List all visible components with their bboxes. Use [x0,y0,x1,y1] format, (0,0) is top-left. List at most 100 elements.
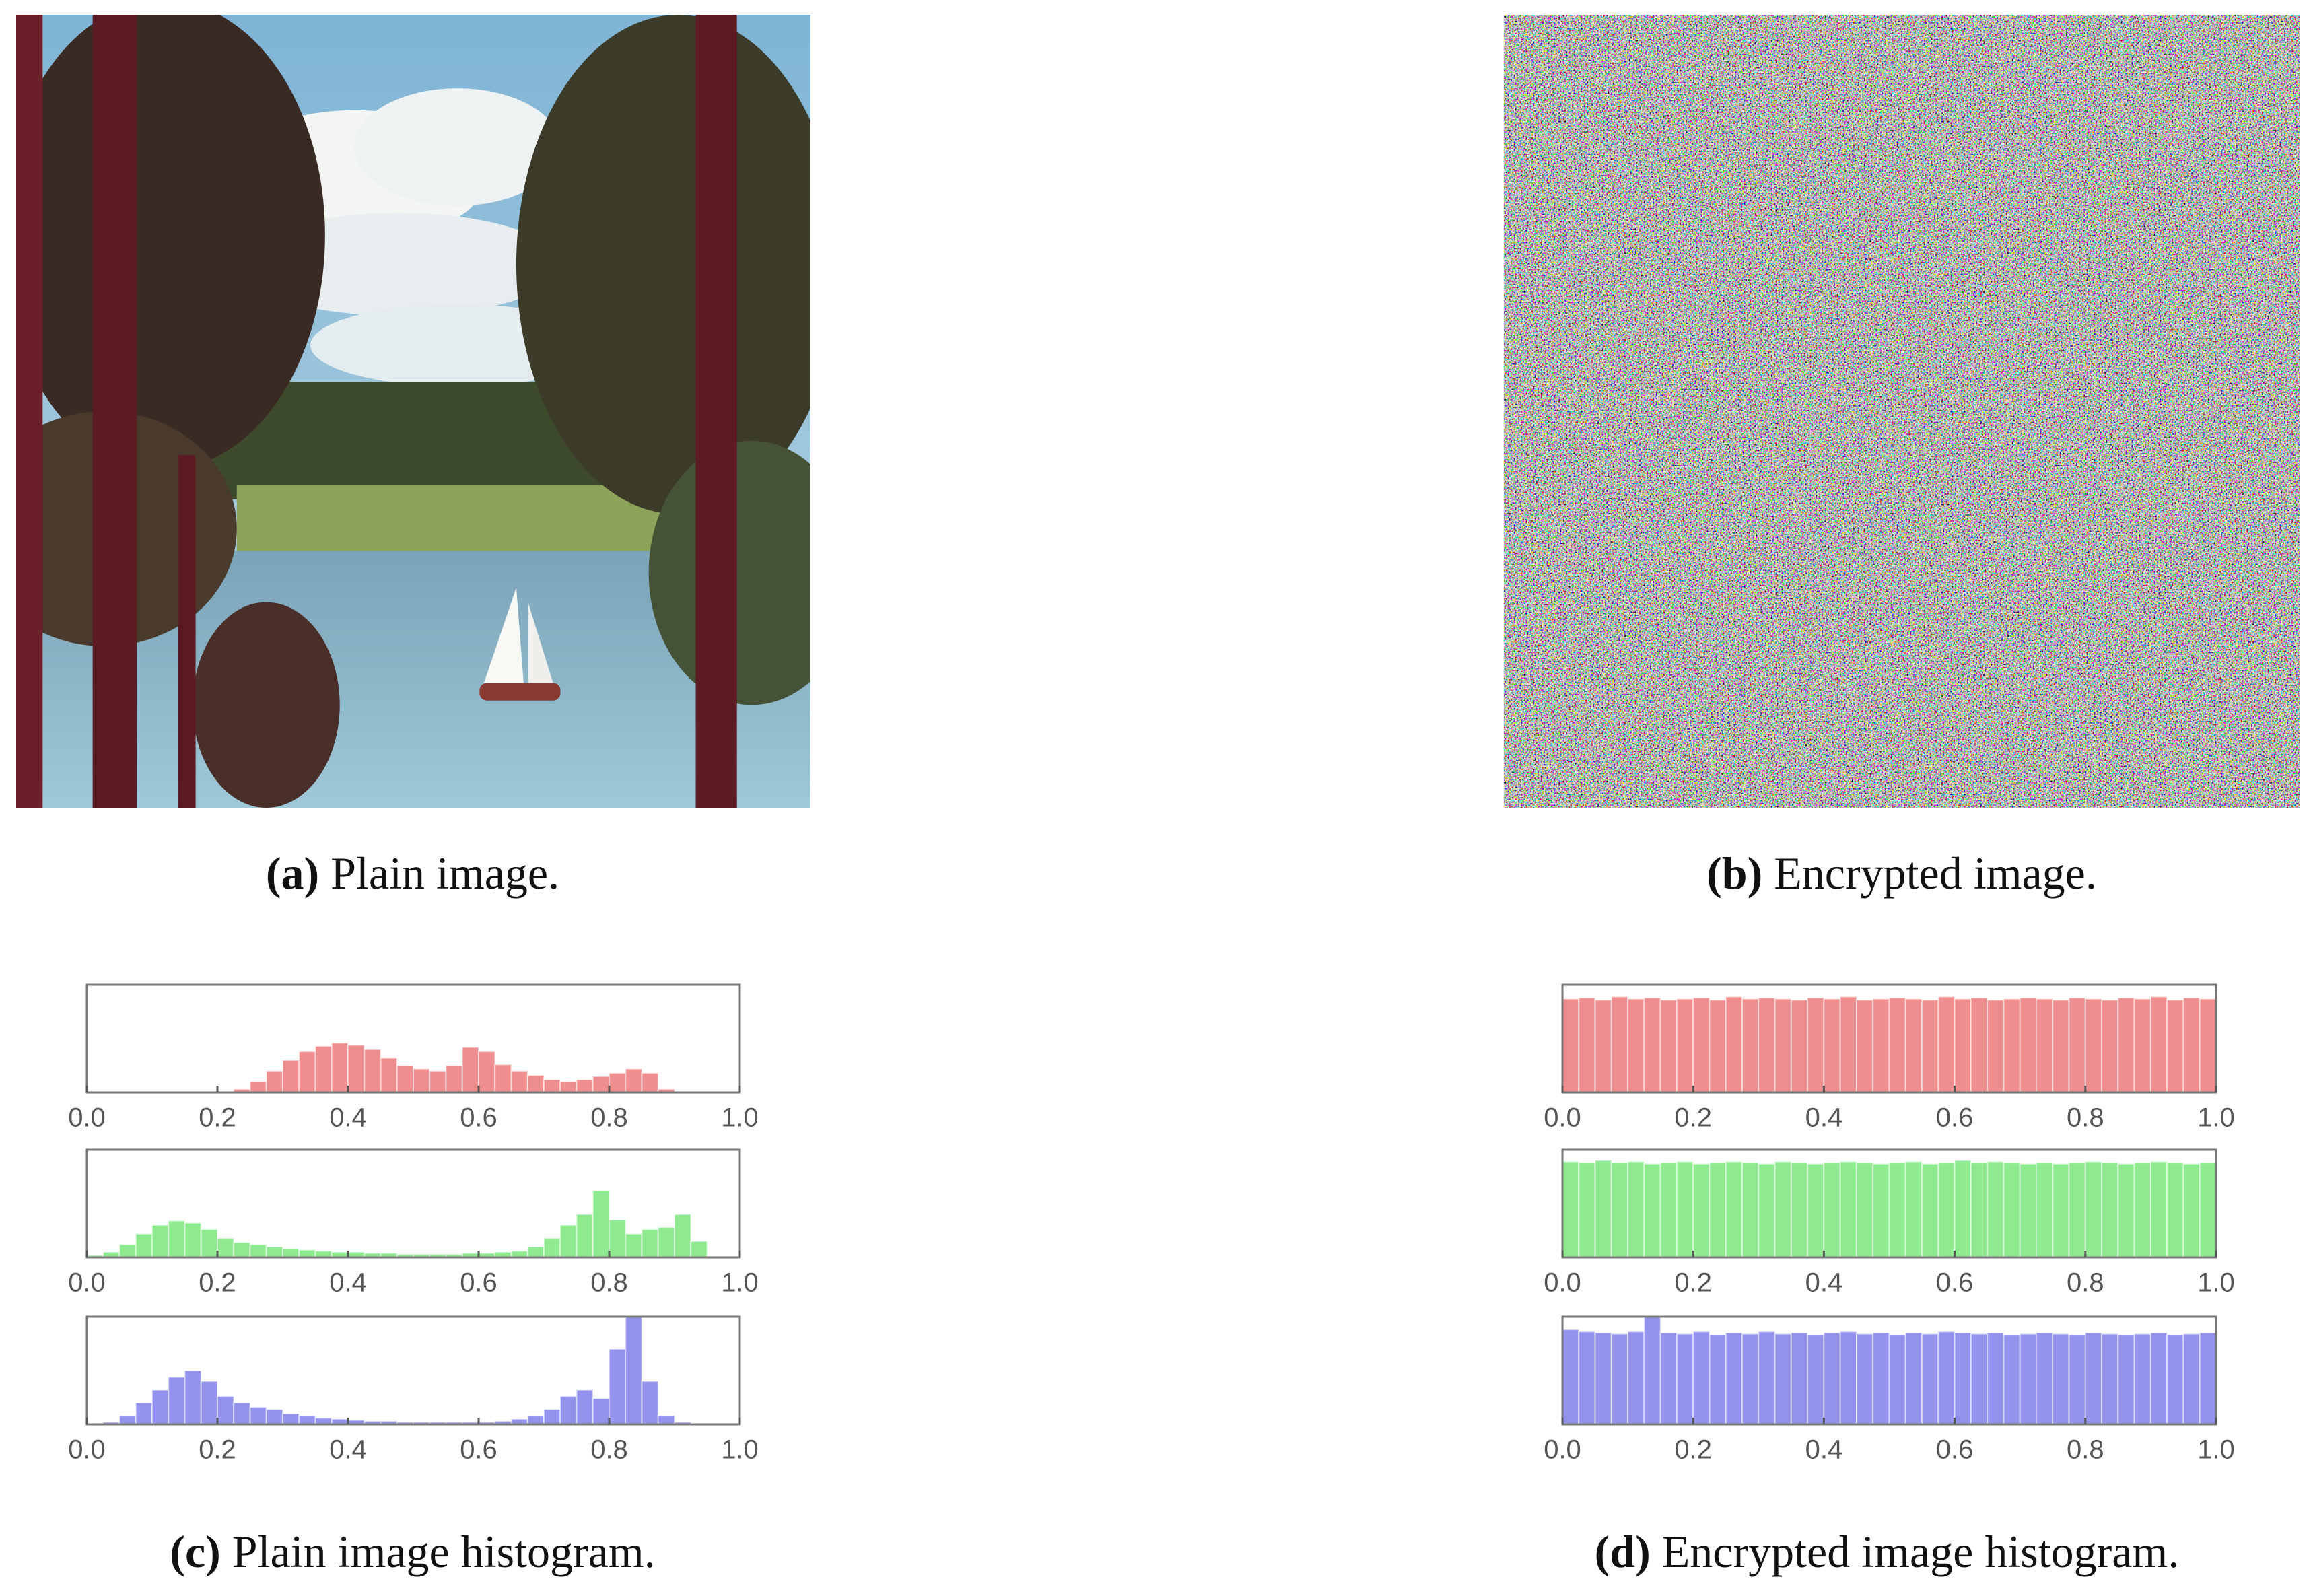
bar [625,1316,643,1425]
bar [413,1068,431,1094]
bar [2035,998,2054,1094]
x-tick-label: 0.6 [1936,1103,1974,1133]
bar [1758,997,1776,1093]
bar [576,1214,594,1258]
bar [1692,1163,1711,1259]
plot-frame [1561,983,2217,1094]
bar [641,1381,659,1425]
bar [2084,1160,2103,1258]
caption-label: (a) [265,847,320,899]
x-tick-label: 0.2 [1674,1268,1712,1298]
bar [2182,997,2201,1093]
bar [200,1228,218,1259]
x-tick-label: 0.6 [460,1435,497,1465]
bar [135,1402,153,1425]
bar [2019,997,2037,1093]
bar [217,1237,235,1258]
bar [1725,1332,1744,1425]
bar [1643,1316,1661,1425]
bar [1659,1332,1678,1425]
bar [1839,1331,1857,1426]
bar [1987,999,2005,1094]
bar [2117,997,2135,1093]
bar [364,1049,382,1093]
bar [1643,997,1661,1093]
bar [1987,1160,2005,1258]
bar [1594,1160,1612,1258]
bar [298,1051,316,1093]
bar [2101,1333,2119,1425]
bar [1725,996,1744,1093]
bar [233,1402,251,1425]
bar [1823,1162,1841,1258]
x-tick-label: 0.0 [1544,1103,1581,1133]
bar [1709,1334,1727,1425]
x-tick-label: 1.0 [2197,1268,2235,1298]
bar [347,1044,366,1093]
bar [184,1222,202,1259]
bar [2003,1162,2021,1258]
bar [200,1381,218,1425]
bar [526,1074,545,1094]
bar [2199,1332,2217,1425]
bar [1676,1160,1694,1258]
bar [1709,1162,1727,1258]
x-tick-label: 1.0 [721,1435,759,1465]
bar [1610,1333,1629,1425]
x-tick-label: 0.2 [1674,1435,1712,1465]
bar [1594,1332,1612,1425]
bar [2003,998,2021,1094]
bar [1643,1163,1661,1259]
bar [1790,1162,1809,1258]
bar [2003,1334,2021,1425]
bar [1970,1333,1989,1425]
bar [2133,1333,2151,1425]
x-tick-label: 1.0 [2197,1103,2235,1133]
bar [592,1397,610,1426]
bar [118,1243,137,1259]
bar [1659,1162,1678,1258]
bar [1888,1162,1906,1258]
bar [2199,998,2217,1094]
caption: (c) Plain image histogram. [170,1525,655,1578]
bar [1888,1334,1906,1425]
bar [2149,1332,2168,1425]
bar [282,1060,300,1093]
bar [1937,996,1956,1093]
bar [1937,1331,1956,1426]
bar [2052,1333,2070,1425]
bar [217,1395,235,1425]
bar [609,1219,627,1258]
bar [494,1064,512,1094]
bar [429,1070,447,1093]
bar [1676,998,1694,1094]
bar [1904,1332,1923,1425]
bar [2117,1334,2135,1425]
x-tick-label: 0.0 [68,1268,106,1298]
bar [1872,1332,1890,1425]
bar [1954,1332,1972,1425]
bar [543,1078,561,1094]
bar [1937,1162,1956,1258]
bar [674,1214,692,1258]
bar [2101,999,2119,1094]
x-tick-label: 0.0 [68,1435,106,1465]
bar [526,1415,545,1425]
caption-label: (b) [1706,847,1763,899]
bar [478,1051,496,1093]
bar [1741,998,1760,1094]
x-tick-label: 0.4 [329,1268,367,1298]
bar [576,1389,594,1426]
bar [233,1241,251,1258]
bar [1823,998,1841,1094]
plot-frame [85,1315,741,1426]
x-tick-label: 0.8 [590,1268,628,1298]
x-tick-label: 0.4 [1805,1103,1843,1133]
caption-label: (c) [170,1526,221,1577]
plot-frame [85,983,741,1094]
caption-text: Encrypted image. [1774,847,2097,899]
bar [2068,1334,2086,1425]
bar [2068,997,2086,1093]
bar [690,1241,708,1258]
bar [1627,1160,1645,1258]
